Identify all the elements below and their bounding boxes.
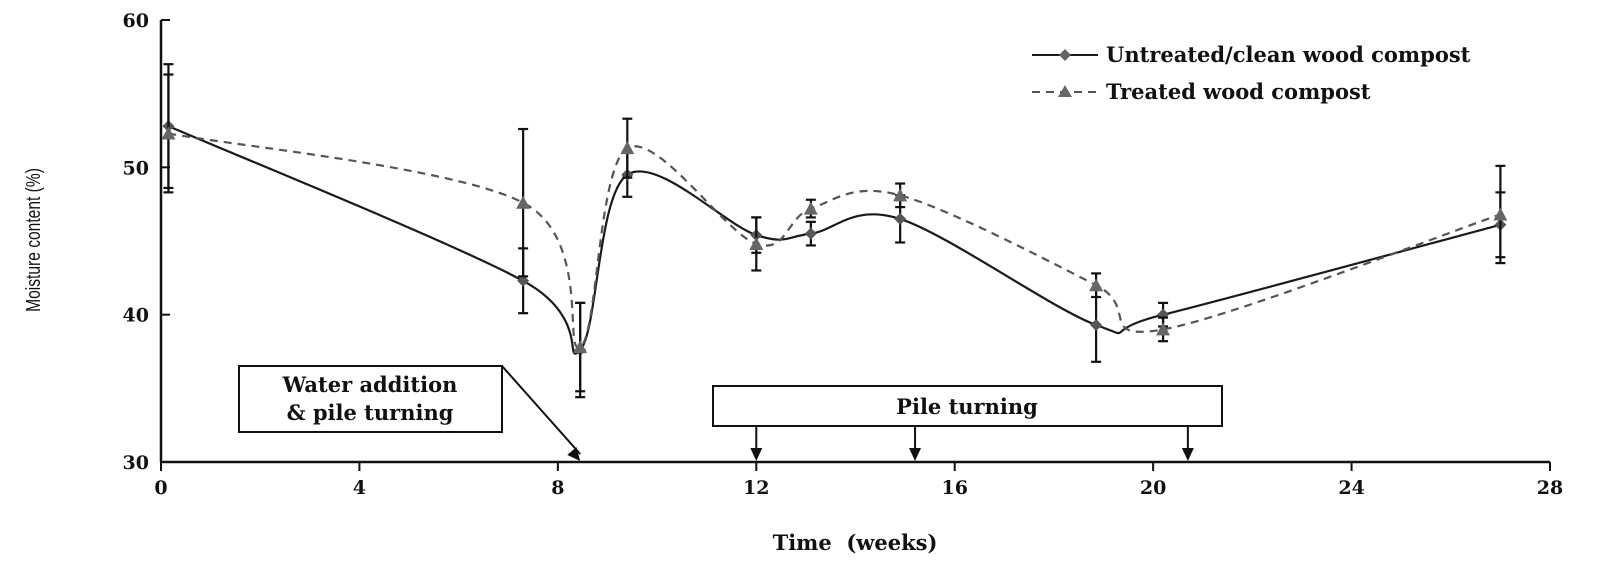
- x-tick-label-4: 4: [353, 477, 366, 499]
- x-tick-label-24: 24: [1338, 477, 1364, 499]
- annotation-layer: Water addition & pile turning Pile turning: [238, 365, 1223, 461]
- legend-label-treated: Treated wood compost: [1106, 79, 1371, 104]
- x-tick-label-8: 8: [551, 477, 564, 499]
- water-arrow-0-shaft: [501, 365, 581, 455]
- point-treated-0: [161, 126, 176, 140]
- series-line-untreated: [167, 125, 1501, 355]
- turning-arrow-0-head: [750, 448, 763, 461]
- point-treated-1: [516, 195, 531, 209]
- axis-ticks: 30 40 50 60 0 4 8 12 16 20 24 28: [123, 10, 1564, 499]
- point-treated-4: [749, 236, 764, 250]
- y-tick-label-40: 40: [123, 305, 149, 327]
- water-addition-box: [238, 365, 503, 433]
- point-untreated-6: [894, 212, 907, 225]
- x-tick-label-20: 20: [1140, 477, 1166, 499]
- y-tick-label-30: 30: [123, 452, 149, 474]
- point-treated-3: [620, 141, 635, 155]
- legend-label-untreated: Untreated/clean wood compost: [1106, 42, 1471, 67]
- point-treated-2: [573, 340, 588, 354]
- legend: Untreated/clean wood compost Treated woo…: [1032, 42, 1471, 104]
- point-untreated-7: [1090, 318, 1103, 331]
- legend-marker-treated: [1058, 85, 1072, 97]
- pile-turning-label-0: Pile turning: [896, 394, 1038, 419]
- pile-turning-box: [712, 385, 1223, 427]
- point-treated-7: [1089, 278, 1104, 292]
- point-treated-6: [893, 188, 908, 202]
- point-treated-5: [803, 201, 818, 215]
- turning-arrow-1-head: [909, 448, 922, 461]
- x-tick-label-12: 12: [743, 477, 769, 499]
- point-treated-8: [1156, 322, 1171, 336]
- series-layer: [161, 63, 1508, 399]
- water-addition-label-1: & pile turning: [287, 400, 454, 425]
- point-untreated-1: [517, 274, 530, 287]
- x-tick-label-0: 0: [154, 477, 167, 499]
- point-untreated-5: [804, 227, 817, 240]
- legend-marker-untreated: [1059, 49, 1071, 61]
- water-addition-label-0: Water addition: [282, 372, 458, 397]
- water-arrow-0-head: [567, 447, 581, 461]
- y-axis-title: Moisture content (%): [22, 168, 44, 312]
- x-tick-label-28: 28: [1537, 477, 1563, 499]
- point-treated-9: [1493, 207, 1508, 221]
- y-tick-label-50: 50: [123, 157, 149, 179]
- turning-arrow-2-head: [1181, 448, 1194, 461]
- x-axis-title: Time (weeks): [773, 530, 938, 555]
- y-tick-label-60: 60: [123, 10, 149, 32]
- x-tick-label-16: 16: [941, 477, 967, 499]
- series-line-treated: [168, 132, 1501, 349]
